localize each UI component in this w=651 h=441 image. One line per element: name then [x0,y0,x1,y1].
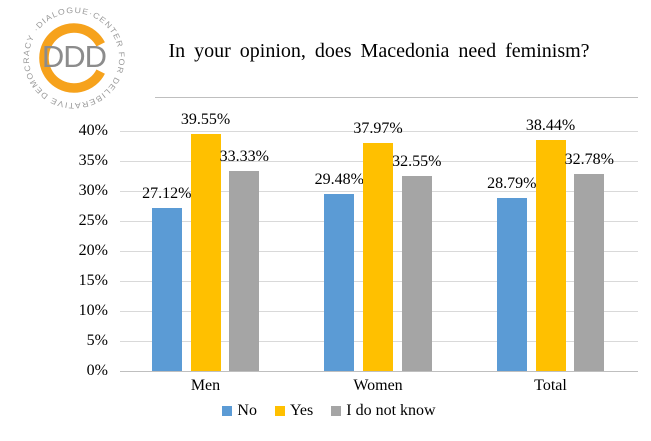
category-label: Men [190,377,221,394]
category-label: Women [353,377,403,394]
value-label: 32.55% [392,152,442,170]
bar-yes [363,143,393,371]
legend-label: I do not know [346,402,436,419]
legend-label: Yes [289,402,314,419]
ddd-logo-icon: ·DIALOGUE·CENTER FOR DELIBERATIVE DEMOCR… [22,6,125,110]
value-label: 32.78% [564,151,614,169]
y-tick-label: 35% [78,152,108,169]
value-label: 37.97% [353,120,403,138]
legend-label: No [237,402,257,419]
logo-ring-icon [39,23,105,93]
bar-no [496,198,527,371]
value-label: 28.79% [487,175,537,193]
x-axis-baseline [120,371,638,372]
y-tick-label: 40% [78,122,108,139]
legend-item: I do not know [331,402,436,419]
legend-item: Yes [274,402,314,419]
legend-swatch-icon [222,406,233,416]
value-label: 29.48% [314,171,364,189]
y-tick-label: 15% [78,272,108,289]
value-label: 39.55% [180,110,231,128]
bar-i-do-not-know [574,174,605,371]
value-label: 27.12% [142,185,192,203]
y-tick-label: 10% [78,302,108,319]
bar-no [324,194,355,371]
bar-yes [535,140,566,371]
value-label: 33.33% [219,148,269,166]
value-label: 38.44% [525,117,576,135]
bar-no [151,208,182,371]
chart-legend: No Yes I do not know [20,403,638,419]
chart-title: In your opinion, does Macedonia need fem… [168,40,590,62]
legend-swatch-icon [331,406,342,416]
bar-i-do-not-know [229,171,260,371]
y-tick-label: 30% [78,182,108,199]
plot-top-border-line [155,97,638,98]
legend-swatch-icon [274,406,285,416]
y-tick-label: 0% [86,362,108,379]
category-label: Total [534,377,567,394]
bar-yes [190,133,221,371]
y-tick-label: 5% [86,332,108,349]
logo-center-text: DDD [42,39,106,74]
bar-i-do-not-know [401,175,432,371]
legend-item: No [222,403,257,419]
y-tick-label: 25% [78,212,108,229]
gridline [120,131,638,132]
y-tick-label: 20% [78,242,108,259]
